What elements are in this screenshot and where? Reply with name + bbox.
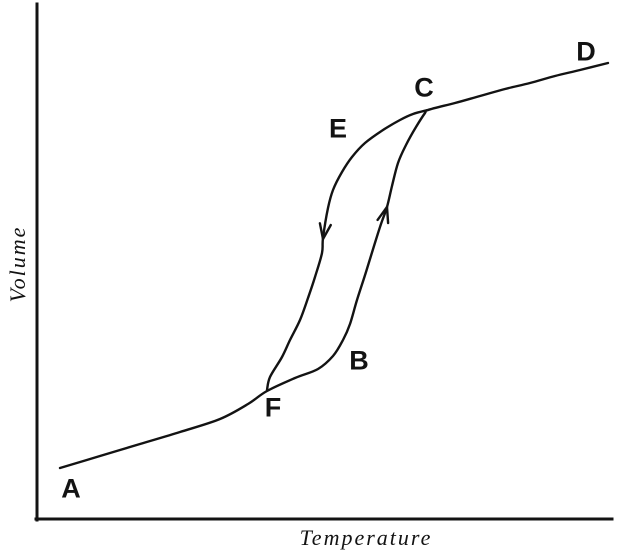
point-label-f: F: [264, 392, 282, 423]
point-label-b: B: [349, 345, 369, 376]
down-arrowhead-icon: [318, 222, 332, 241]
point-label-c: C: [414, 72, 434, 103]
point-label-d: D: [576, 36, 596, 67]
cooling-curve: [265, 108, 430, 392]
point-label-a: A: [61, 473, 81, 504]
point-label-e: E: [328, 113, 348, 144]
heating-curve: [58, 61, 610, 470]
y-axis-label: Volume: [5, 225, 30, 303]
x-axis-label: Temperature: [299, 525, 433, 550]
up-arrowhead-icon: [376, 205, 390, 225]
